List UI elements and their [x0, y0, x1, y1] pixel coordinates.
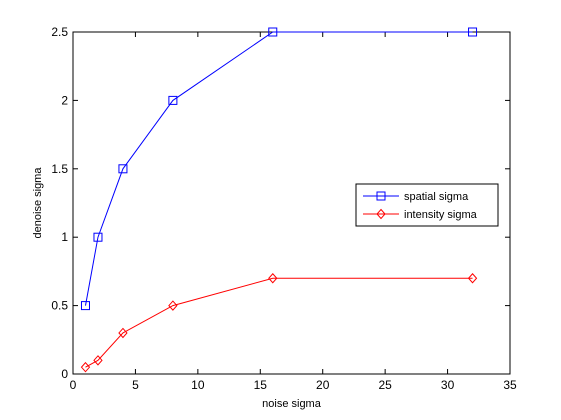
x-tick-label: 10 [191, 378, 205, 392]
legend-label: spatial sigma [404, 191, 469, 203]
data-point [80, 361, 91, 373]
y-tick-label: 0.5 [51, 299, 68, 313]
data-point [118, 164, 128, 174]
data-point [80, 301, 90, 311]
legend-label: intensity sigma [404, 209, 478, 221]
x-tick-label: 25 [378, 378, 392, 392]
data-point [468, 27, 478, 37]
data-point [268, 272, 278, 284]
series-line [84, 31, 473, 306]
data-point [93, 232, 103, 242]
legend: spatial sigma intensity sigma [355, 183, 499, 227]
data-point [168, 95, 178, 105]
data-point [118, 327, 128, 339]
data-point [268, 27, 278, 37]
y-tick-label: 1 [61, 230, 68, 244]
y-axis-label: denoise sigma [32, 167, 44, 239]
x-tick-label: 5 [132, 378, 139, 392]
legend-marker [376, 208, 386, 220]
y-tick-label: 2 [61, 93, 68, 107]
x-tick-label: 0 [70, 378, 77, 392]
legend-box [355, 183, 499, 227]
data-point [467, 272, 478, 284]
x-tick-label: 35 [503, 378, 517, 392]
y-tick-label: 2.5 [51, 25, 68, 39]
series-0 [80, 27, 478, 311]
x-tick-label: 30 [441, 378, 455, 392]
y-tick-label: 0 [61, 367, 68, 381]
y-tick-label: 1.5 [51, 162, 68, 176]
data-point [168, 300, 178, 311]
data-point [93, 355, 103, 366]
x-axis-label: noise sigma [262, 398, 322, 410]
series-line [85, 277, 473, 368]
axis-ticks: 0 5 10 15 20 25 30 35 0 0.5 1 1.5 2 2.5 [51, 25, 517, 392]
x-tick-label: 20 [316, 378, 330, 392]
x-tick-label: 15 [254, 378, 268, 392]
series-layer [80, 27, 478, 373]
legend-marker [376, 191, 386, 201]
series-1 [80, 272, 478, 373]
